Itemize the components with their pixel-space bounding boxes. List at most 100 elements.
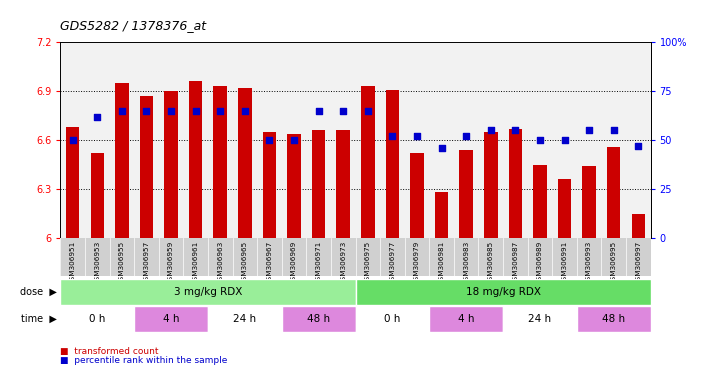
Point: [461, 133, 472, 139]
Bar: [479, 42, 503, 238]
Text: GDS5282 / 1378376_at: GDS5282 / 1378376_at: [60, 19, 207, 32]
Point: [67, 137, 78, 143]
Bar: [380, 42, 405, 238]
Bar: [183, 42, 208, 238]
Text: GSM306979: GSM306979: [414, 241, 420, 285]
Bar: [109, 42, 134, 238]
Point: [633, 143, 644, 149]
Bar: [282, 42, 306, 238]
Text: GSM306985: GSM306985: [488, 241, 493, 285]
Point: [608, 127, 619, 134]
Point: [190, 108, 201, 114]
Bar: [90, 153, 104, 238]
Text: GSM306951: GSM306951: [70, 241, 76, 285]
Text: 0 h: 0 h: [384, 314, 400, 324]
Point: [559, 137, 570, 143]
Point: [362, 108, 373, 114]
Bar: [238, 88, 252, 238]
Text: time  ▶: time ▶: [21, 314, 57, 324]
Bar: [262, 132, 276, 238]
Text: GSM306973: GSM306973: [340, 241, 346, 285]
Text: GSM306981: GSM306981: [439, 241, 444, 285]
Bar: [484, 132, 498, 238]
Point: [313, 108, 324, 114]
Point: [436, 145, 447, 151]
Bar: [85, 42, 109, 238]
Point: [485, 127, 496, 134]
Point: [510, 127, 521, 134]
Bar: [361, 86, 375, 238]
Text: 4 h: 4 h: [458, 314, 474, 324]
Text: GSM306995: GSM306995: [611, 241, 616, 285]
Bar: [410, 153, 424, 238]
Point: [338, 108, 349, 114]
Text: 24 h: 24 h: [528, 314, 552, 324]
Bar: [306, 42, 331, 238]
Bar: [429, 306, 503, 332]
Text: 3 mg/kg RDX: 3 mg/kg RDX: [173, 287, 242, 297]
Point: [411, 133, 422, 139]
Bar: [331, 42, 356, 238]
Bar: [232, 42, 257, 238]
Text: ■  transformed count: ■ transformed count: [60, 347, 159, 356]
Bar: [385, 89, 399, 238]
Text: dose  ▶: dose ▶: [20, 287, 57, 297]
Text: GSM306957: GSM306957: [144, 241, 149, 285]
Bar: [208, 42, 232, 238]
Bar: [435, 192, 449, 238]
Bar: [208, 306, 282, 332]
Bar: [607, 147, 621, 238]
Bar: [164, 91, 178, 238]
Text: ■  percentile rank within the sample: ■ percentile rank within the sample: [60, 356, 228, 366]
Text: GSM306969: GSM306969: [291, 241, 297, 285]
Text: 24 h: 24 h: [233, 314, 257, 324]
Bar: [429, 42, 454, 238]
Point: [141, 108, 152, 114]
Bar: [134, 42, 159, 238]
Bar: [115, 83, 129, 238]
Bar: [528, 42, 552, 238]
Point: [239, 108, 250, 114]
Bar: [577, 42, 602, 238]
Bar: [336, 130, 350, 238]
Bar: [459, 150, 473, 238]
Bar: [282, 306, 356, 332]
Text: GSM306965: GSM306965: [242, 241, 248, 285]
Bar: [503, 42, 528, 238]
Text: GSM306989: GSM306989: [537, 241, 543, 285]
Text: GSM306961: GSM306961: [193, 241, 198, 285]
Bar: [189, 81, 203, 238]
Point: [166, 108, 177, 114]
Bar: [60, 279, 356, 305]
Point: [215, 108, 226, 114]
Text: GSM306971: GSM306971: [316, 241, 321, 285]
Bar: [134, 306, 208, 332]
Bar: [356, 306, 429, 332]
Point: [264, 137, 275, 143]
Text: 48 h: 48 h: [602, 314, 625, 324]
Point: [92, 114, 103, 120]
Text: 48 h: 48 h: [307, 314, 330, 324]
Text: GSM306963: GSM306963: [218, 241, 223, 285]
Point: [116, 108, 127, 114]
Bar: [508, 129, 522, 238]
Bar: [405, 42, 429, 238]
Bar: [356, 42, 380, 238]
Bar: [140, 96, 154, 238]
Bar: [159, 42, 183, 238]
Bar: [503, 306, 577, 332]
Bar: [356, 279, 651, 305]
Text: GSM306967: GSM306967: [267, 241, 272, 285]
Bar: [631, 214, 645, 238]
Bar: [257, 42, 282, 238]
Bar: [213, 86, 227, 238]
Point: [534, 137, 545, 143]
Bar: [557, 179, 571, 238]
Bar: [577, 306, 651, 332]
Point: [387, 133, 398, 139]
Bar: [552, 42, 577, 238]
Text: GSM306983: GSM306983: [463, 241, 469, 285]
Text: 0 h: 0 h: [89, 314, 105, 324]
Text: 18 mg/kg RDX: 18 mg/kg RDX: [466, 287, 540, 297]
Text: GSM306991: GSM306991: [562, 241, 567, 285]
